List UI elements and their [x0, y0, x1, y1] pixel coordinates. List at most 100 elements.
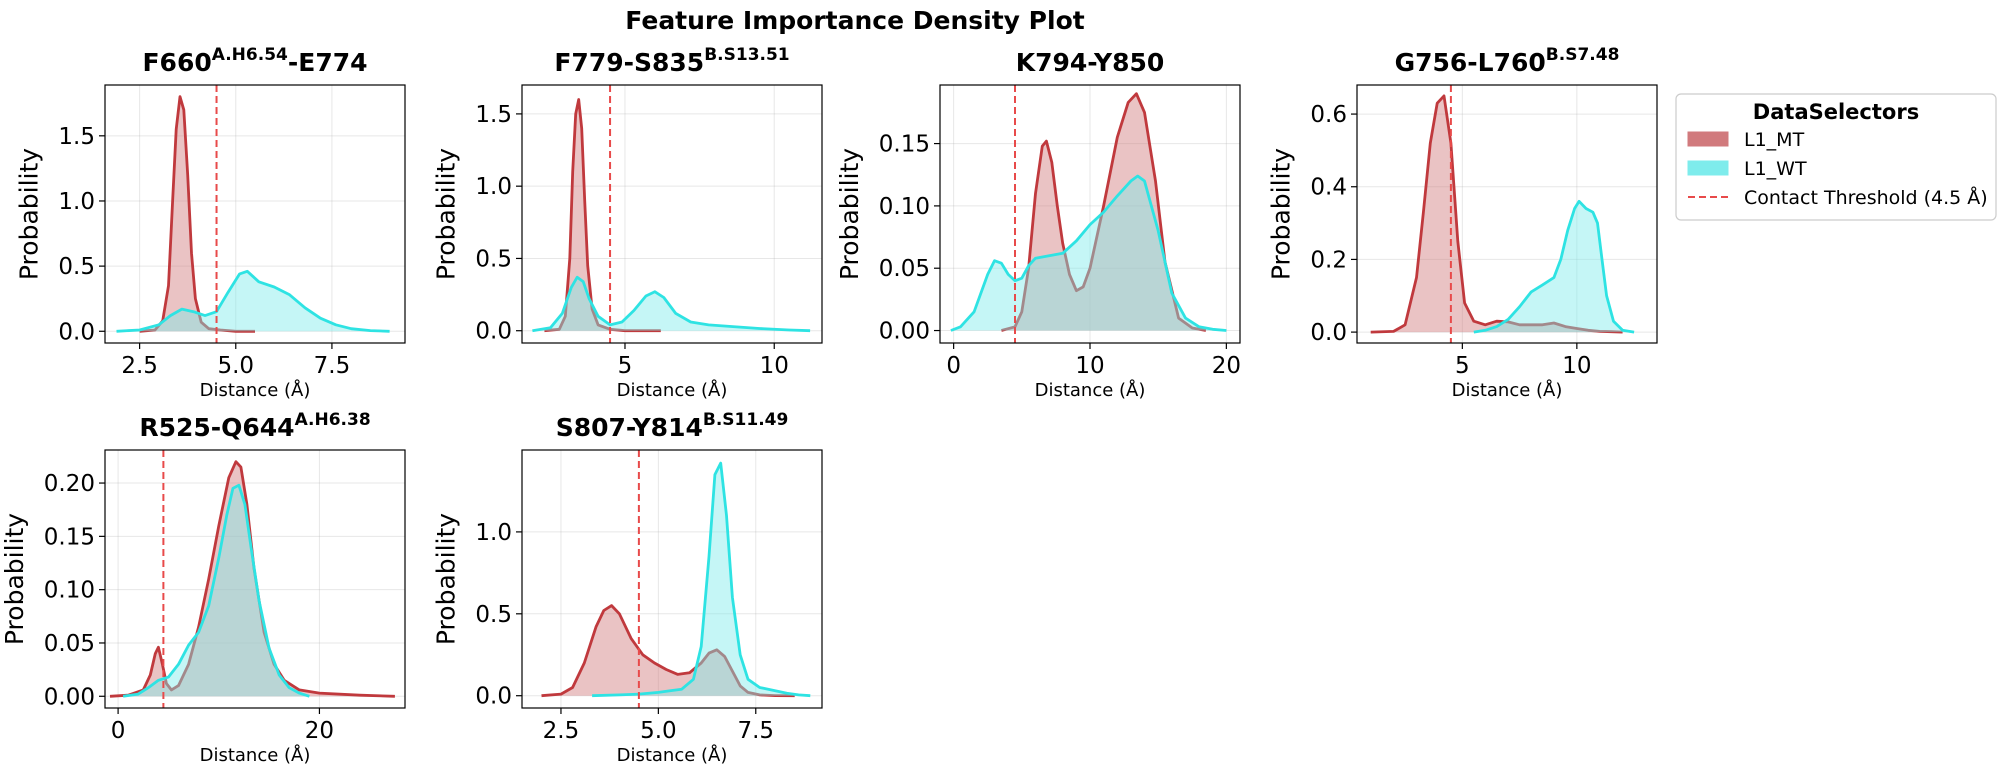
y-axis-label: Probability	[432, 148, 461, 280]
density-line-l1_mt	[544, 98, 661, 333]
y-tick-label: 0.2	[1310, 247, 1347, 273]
y-axis-label: Probability	[432, 513, 461, 645]
density-area-l1_wt	[950, 176, 1227, 331]
x-axis-label: Distance (Å)	[617, 379, 728, 401]
legend-swatch	[1687, 160, 1729, 176]
subplot-1: 2.5 5.0 7.5 0.0 0.5 1.0 1.5 Distance (Å) Probabi…	[15, 45, 406, 401]
y-axis-label: Probability	[15, 148, 44, 280]
y-tick-label: 1.5	[58, 124, 95, 150]
x-tick-label: 20	[305, 718, 334, 744]
density-line-l1_wt	[950, 174, 1227, 332]
density-line-l1_wt	[122, 483, 310, 698]
x-tick-label: 7.5	[737, 718, 774, 744]
density-line-l1_wt	[116, 269, 390, 333]
density-area-l1_wt	[116, 271, 390, 332]
y-axis-label: Probability	[835, 148, 864, 280]
subplot-2: 5 10 0.0 0.5 1.0 1.5 Distance (Å) Probability F7…	[432, 45, 823, 401]
density-area-l1_mt	[110, 461, 395, 697]
series-group	[116, 95, 390, 333]
x-axis-label: Distance (Å)	[617, 744, 728, 766]
subplot-title: R525-Q644A.H6.38	[139, 410, 370, 442]
density-line-l1_mt	[1370, 94, 1623, 334]
x-tick-label: 5	[618, 353, 633, 379]
series-group	[532, 98, 811, 333]
density-line-l1_wt	[592, 461, 811, 698]
x-tick-label: 5	[1455, 353, 1470, 379]
legend-frame	[1675, 93, 1997, 221]
series-group	[109, 460, 395, 698]
y-tick-label: 1.0	[475, 520, 512, 546]
x-tick-label: 20	[1212, 353, 1241, 379]
legend-entry-label: Contact Threshold (4.5 Å)	[1744, 186, 1988, 209]
subplot-4: 5 10 0.0 0.2 0.4 0.6 Distance (Å) Probability G7…	[1267, 45, 1658, 401]
density-line-l1_mt	[1001, 92, 1207, 332]
subplot-3: 0 10 20 0.00 0.05 0.10 0.15 Distance (Å) Probabi…	[835, 48, 1241, 401]
density-area-l1_wt	[532, 277, 811, 331]
density-line-l1_mt	[139, 95, 255, 333]
y-tick-label: 0.20	[44, 471, 95, 497]
y-tick-label: 0.0	[475, 319, 512, 345]
density-area-l1_mt	[1370, 95, 1623, 333]
x-tick-label: 0	[111, 718, 126, 744]
x-tick-label: 5.0	[217, 353, 254, 379]
legend: DataSelectors L1_MT L1_WT Contact Threshold…	[1675, 93, 1997, 221]
axes-frame	[104, 84, 406, 344]
y-tick-label: 0.15	[879, 132, 930, 158]
axes-frame	[104, 449, 406, 709]
subplot-6: 2.5 5.0 7.5 0.0 0.5 1.0 Distance (Å) Probabilit…	[432, 410, 823, 766]
y-tick-label: 0.10	[879, 194, 930, 220]
x-tick-label: 10	[760, 353, 789, 379]
y-tick-label: 1.0	[58, 189, 95, 215]
y-tick-label: 0.10	[44, 578, 95, 604]
subplot-title: K794-Y850	[1016, 48, 1165, 77]
x-tick-label: 10	[1075, 353, 1104, 379]
axes-frame	[521, 449, 823, 709]
panels: 2.5 5.0 7.5 0.0 0.5 1.0 1.5 Distance (Å) Probabi…	[0, 45, 1658, 766]
density-area-l1_mt	[541, 605, 795, 696]
y-tick-label: 0.00	[44, 684, 95, 710]
series-group	[541, 461, 811, 698]
y-tick-label: 0.6	[1310, 102, 1347, 128]
y-axis-label: Probability	[1267, 148, 1296, 280]
y-tick-label: 0.15	[44, 524, 95, 550]
series-group	[950, 92, 1227, 332]
subplot-5: 0 20 0.00 0.05 0.10 0.15 0.20 Distance (Å) Proba…	[0, 410, 406, 766]
figure-title: Feature Importance Density Plot	[625, 6, 1084, 35]
density-area-l1_mt	[544, 99, 661, 331]
subplot-title: G756-L760B.S7.48	[1395, 45, 1620, 77]
y-tick-label: 0.05	[879, 256, 930, 282]
series-group	[1370, 94, 1635, 334]
density-line-l1_wt	[532, 275, 811, 333]
y-tick-label: 0.0	[58, 319, 95, 345]
y-tick-label: 1.0	[475, 174, 512, 200]
x-axis-label: Distance (Å)	[1452, 379, 1563, 401]
legend-entry-label: L1_WT	[1744, 158, 1807, 180]
y-tick-label: 0.4	[1310, 175, 1347, 201]
x-tick-label: 2.5	[121, 353, 158, 379]
legend-entry-label: L1_MT	[1744, 129, 1805, 151]
y-tick-label: 0.0	[475, 684, 512, 710]
x-tick-label: 0	[946, 353, 961, 379]
subplot-title: F660A.H6.54-E774	[142, 45, 367, 77]
density-line-l1_wt	[1473, 199, 1635, 334]
x-tick-label: 5.0	[640, 718, 677, 744]
density-line-l1_mt	[541, 604, 795, 698]
y-tick-label: 1.5	[475, 102, 512, 128]
y-tick-label: 0.5	[58, 254, 95, 280]
x-axis-label: Distance (Å)	[200, 744, 311, 766]
y-tick-label: 0.0	[1310, 320, 1347, 346]
subplot-title: F779-S835B.S13.51	[554, 45, 789, 77]
x-axis-label: Distance (Å)	[1035, 379, 1146, 401]
axes-frame	[521, 84, 823, 344]
y-tick-label: 0.00	[879, 319, 930, 345]
legend-swatch	[1687, 131, 1729, 147]
legend-title: DataSelectors	[1753, 100, 1919, 124]
x-tick-label: 2.5	[543, 718, 580, 744]
y-axis-label: Probability	[0, 513, 29, 645]
x-tick-label: 7.5	[314, 353, 351, 379]
x-axis-label: Distance (Å)	[200, 379, 311, 401]
y-tick-label: 0.5	[475, 246, 512, 272]
density-area-l1_wt	[123, 485, 310, 697]
x-tick-label: 10	[1562, 353, 1591, 379]
